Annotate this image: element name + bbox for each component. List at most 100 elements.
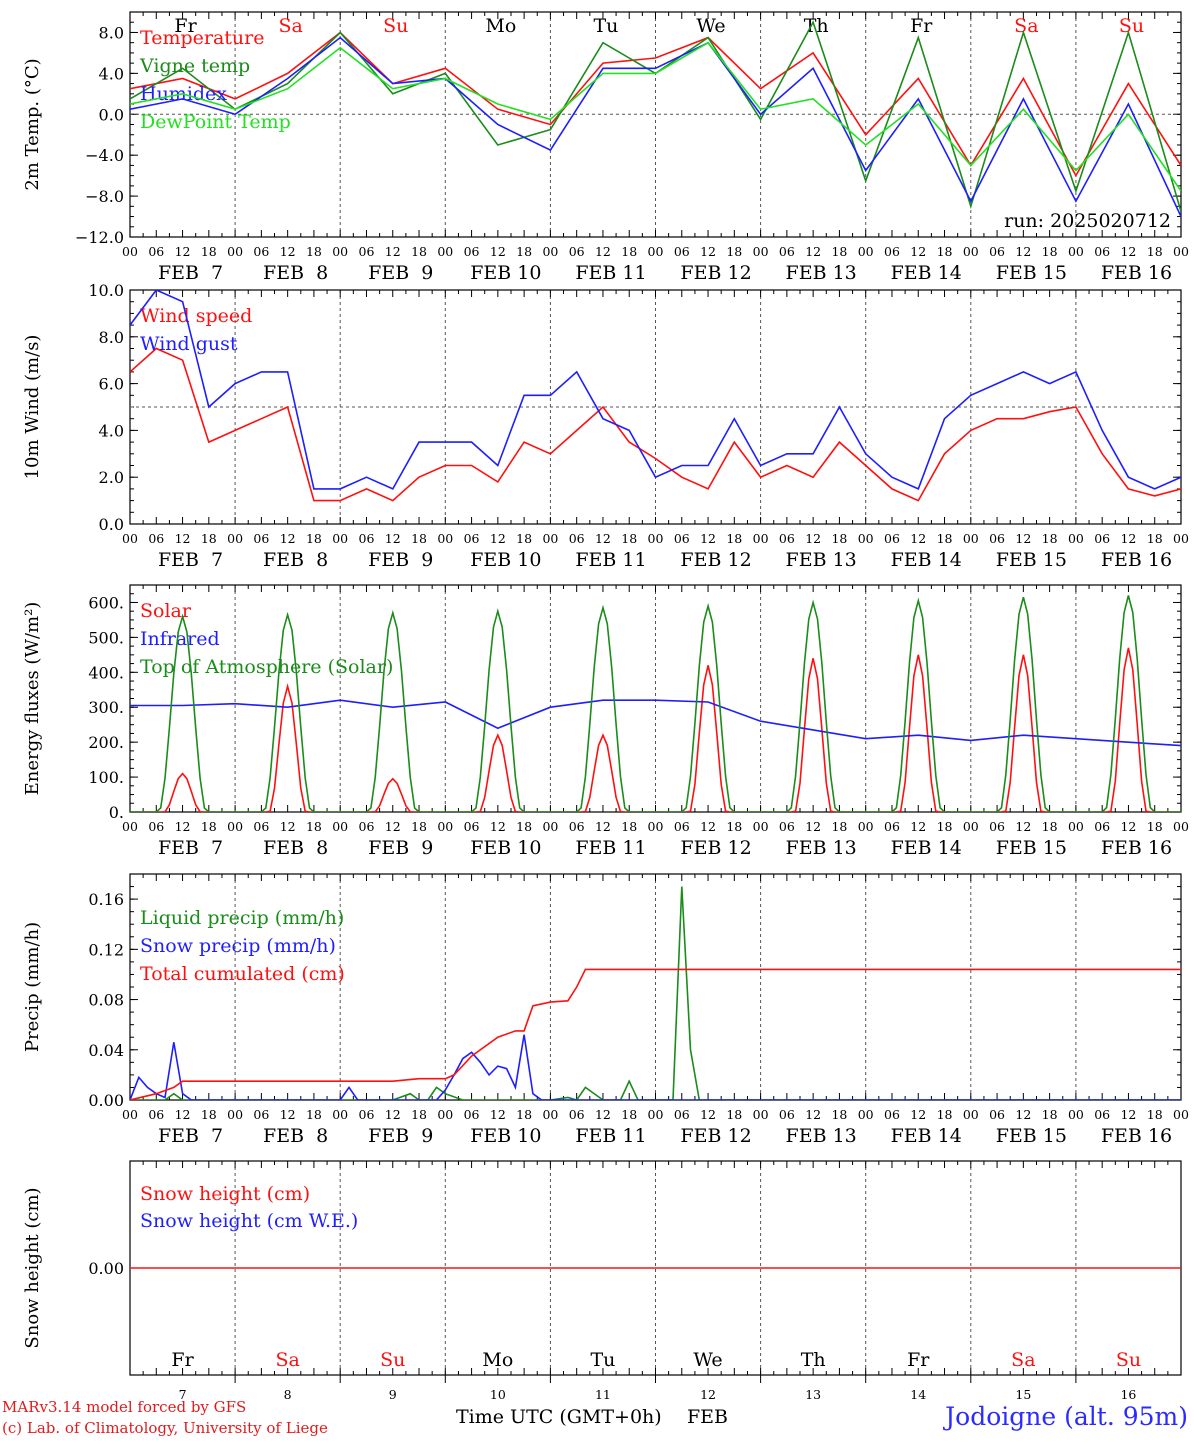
model-credit: MARv3.14 model forced by GFS (2, 1398, 247, 1416)
x-hour-label: 18 (831, 1107, 847, 1122)
x-hour-label: 12 (1015, 1107, 1031, 1122)
x-hour-label: 06 (148, 1107, 164, 1122)
x-date-label: FEB 12 (680, 549, 751, 571)
x-hour-label: 18 (516, 244, 532, 259)
x-hour-label: 18 (516, 1107, 532, 1122)
x-hour-label: 06 (674, 819, 690, 834)
x-hour-label: 12 (1015, 531, 1031, 546)
x-hour-label: 12 (1120, 531, 1136, 546)
day-name-label: Fr (174, 15, 197, 37)
x-hour-label: 12 (490, 531, 506, 546)
y-tick-label: 0.0 (99, 515, 124, 534)
x-date-label: FEB 9 (368, 549, 433, 571)
x-hour-label: 18 (1042, 1107, 1058, 1122)
x-hour-label: 18 (306, 819, 322, 834)
series-line-wind-speed (130, 347, 1181, 502)
x-hour-label: 06 (884, 244, 900, 259)
x-hour-label: 12 (280, 1107, 296, 1122)
y-tick-label: 400. (88, 663, 124, 682)
x-hour-label: 18 (831, 244, 847, 259)
legend-entry: Wind speed (140, 305, 252, 327)
x-date-label: FEB 8 (263, 549, 328, 571)
x-hour-label: 12 (175, 1107, 191, 1122)
x-hour-label: 12 (175, 819, 191, 834)
legend-entry: Snow precip (mm/h) (140, 935, 336, 957)
x-hour-label: 00 (542, 531, 558, 546)
legend-entry: Temperature (140, 27, 264, 49)
x-hour-label: 18 (201, 244, 217, 259)
panel-2: 0.0 2.0 4.0 6.0 8.0 10.0 10m Wind (m/s) 00 06 12 1… (22, 281, 1189, 571)
y-tick-label: 10.0 (88, 281, 124, 300)
x-hour-label: 18 (1147, 244, 1163, 259)
x-hour-label: 18 (516, 819, 532, 834)
x-hour-label: 12 (280, 531, 296, 546)
x-hour-label: 18 (621, 244, 637, 259)
x-hour-label: 06 (674, 244, 690, 259)
x-hour-label: 06 (148, 244, 164, 259)
x-hour-label: 12 (175, 244, 191, 259)
x-hour-label: 06 (464, 1107, 480, 1122)
x-hour-label: 18 (411, 819, 427, 834)
day-number-label: 15 (1015, 1387, 1031, 1402)
y-tick-label: 4.0 (99, 64, 124, 83)
x-hour-label: 12 (385, 819, 401, 834)
y-axis-title: Energy fluxes (W/m²) (22, 602, 43, 796)
y-tick-label: 100. (88, 768, 124, 787)
x-hour-label: 06 (359, 819, 375, 834)
x-date-label: FEB 16 (1101, 262, 1172, 284)
x-date-label: FEB 12 (680, 262, 751, 284)
legend-entry: Snow height (cm W.E.) (140, 1210, 358, 1232)
x-hour-label: 00 (122, 1107, 138, 1122)
x-hour-label: 12 (910, 244, 926, 259)
x-hour-label: 12 (385, 244, 401, 259)
y-tick-label: 0.00 (88, 1091, 124, 1110)
x-hour-label: 18 (306, 1107, 322, 1122)
y-axis-title: Snow height (cm) (22, 1187, 43, 1348)
x-hour-label: 00 (963, 531, 979, 546)
x-hour-label: 12 (700, 819, 716, 834)
x-hour-label: 06 (1094, 819, 1110, 834)
x-hour-label: 12 (910, 819, 926, 834)
x-hour-label: 18 (411, 1107, 427, 1122)
x-hour-label: 00 (963, 1107, 979, 1122)
x-hour-label: 00 (648, 819, 664, 834)
x-hour-label: 18 (726, 819, 742, 834)
x-hour-label: 00 (753, 819, 769, 834)
day-name-label: Th (804, 15, 829, 37)
series-line-infrared (130, 699, 1181, 747)
x-hour-label: 06 (253, 531, 269, 546)
day-name-label: Tu (590, 1349, 615, 1371)
x-hour-label: 18 (831, 531, 847, 546)
day-name-label: Su (1116, 1349, 1141, 1371)
x-date-label: FEB 11 (575, 837, 646, 859)
x-date-label: FEB 8 (263, 837, 328, 859)
copyright-credit: (c) Lab. of Climatology, University of L… (2, 1419, 328, 1437)
series-line-top-of-atmosphere-solar (130, 595, 1181, 812)
x-hour-label: 00 (332, 819, 348, 834)
x-hour-label: 00 (858, 531, 874, 546)
x-hour-label: 06 (779, 819, 795, 834)
x-date-label: FEB 10 (470, 1125, 541, 1147)
x-hour-label: 12 (700, 244, 716, 259)
day-name-label: Fr (171, 1349, 194, 1371)
x-date-label: FEB 7 (158, 837, 223, 859)
day-name-label: Su (380, 1349, 405, 1371)
x-hour-label: 00 (542, 819, 558, 834)
x-hour-label: 06 (569, 1107, 585, 1122)
day-name-label: Sa (1014, 15, 1038, 37)
month-axis-label: FEB (687, 1406, 729, 1428)
x-hour-label: 06 (359, 244, 375, 259)
x-hour-label: 00 (227, 244, 243, 259)
x-hour-label: 00 (753, 244, 769, 259)
x-date-label: FEB 10 (470, 262, 541, 284)
legend-entry: Wind gust (140, 333, 238, 355)
x-date-label: FEB 15 (996, 262, 1067, 284)
x-hour-label: 18 (726, 531, 742, 546)
x-hour-label: 06 (779, 531, 795, 546)
x-date-label: FEB 9 (368, 837, 433, 859)
x-hour-label: 12 (280, 819, 296, 834)
legend-entry: Solar (140, 600, 192, 622)
x-hour-label: 12 (910, 531, 926, 546)
x-date-label: FEB 7 (158, 549, 223, 571)
x-date-label: FEB 8 (263, 262, 328, 284)
